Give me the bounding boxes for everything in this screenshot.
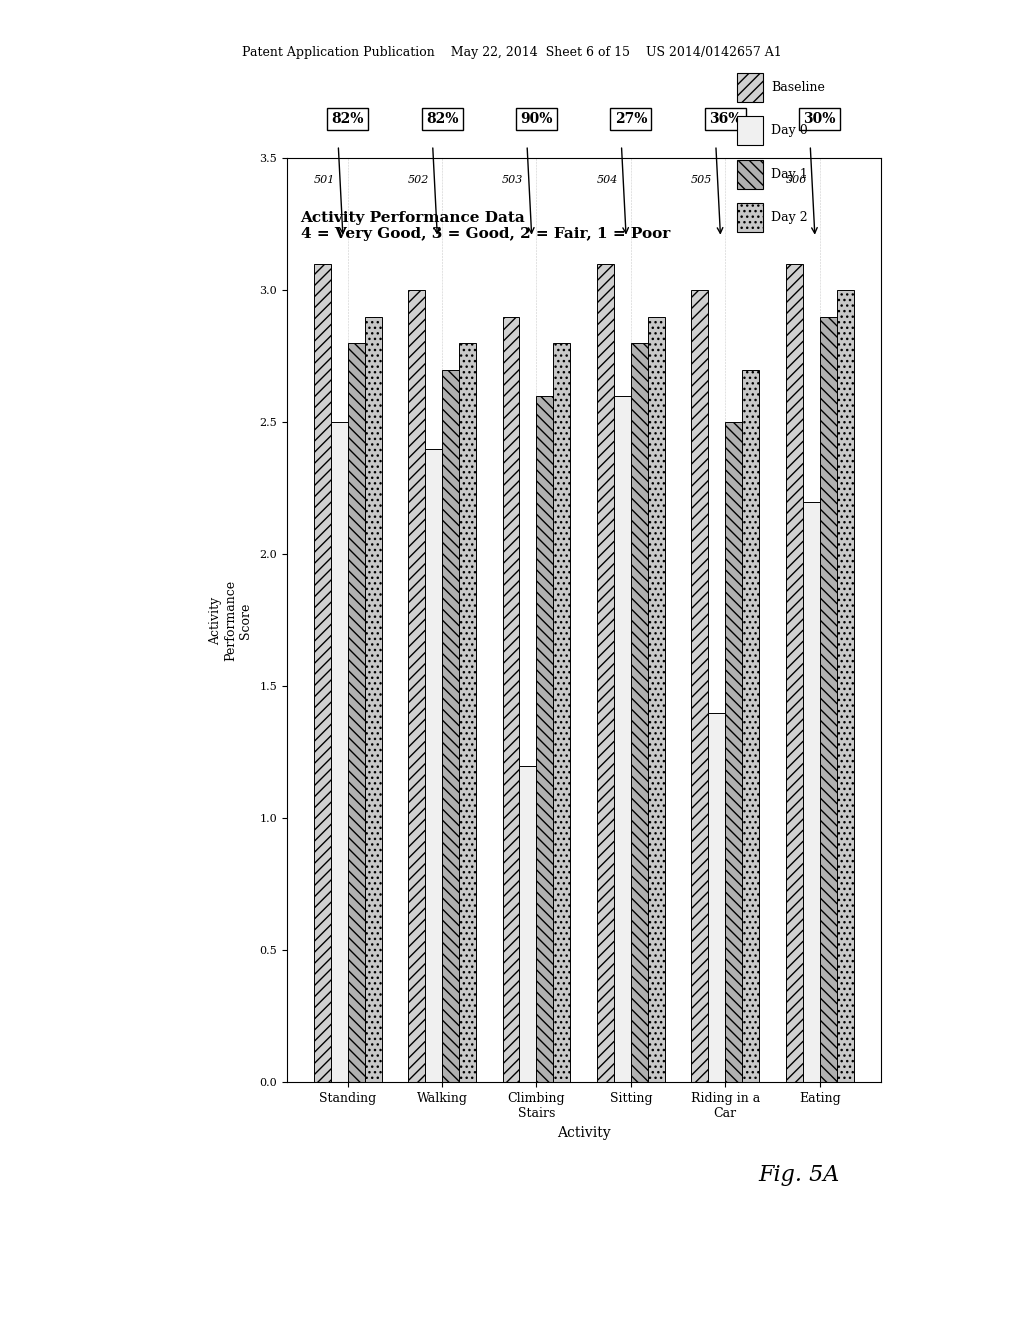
Bar: [459, 343, 476, 1082]
Text: 506: 506: [785, 174, 807, 185]
Bar: [409, 290, 425, 1082]
Bar: [725, 422, 742, 1082]
Bar: [742, 370, 759, 1082]
Text: Day 1: Day 1: [771, 168, 808, 181]
Bar: [442, 370, 459, 1082]
Text: Day 2: Day 2: [771, 211, 808, 224]
Bar: [537, 396, 554, 1082]
Text: 36%: 36%: [709, 112, 741, 125]
Bar: [613, 396, 631, 1082]
Bar: [631, 343, 648, 1082]
Text: 502: 502: [408, 174, 429, 185]
Bar: [519, 766, 537, 1082]
Text: 503: 503: [502, 174, 523, 185]
Text: Patent Application Publication    May 22, 2014  Sheet 6 of 15    US 2014/0142657: Patent Application Publication May 22, 2…: [242, 46, 782, 59]
Text: 90%: 90%: [520, 112, 553, 125]
Text: 504: 504: [597, 174, 617, 185]
Text: 30%: 30%: [804, 112, 836, 125]
X-axis label: Activity: Activity: [557, 1126, 610, 1139]
Bar: [331, 422, 348, 1082]
Bar: [597, 264, 613, 1082]
Bar: [837, 290, 854, 1082]
Bar: [785, 264, 803, 1082]
Text: 505: 505: [691, 174, 713, 185]
Bar: [803, 502, 819, 1082]
Bar: [648, 317, 665, 1082]
Text: Baseline: Baseline: [771, 81, 825, 94]
Text: 82%: 82%: [426, 112, 459, 125]
Bar: [365, 317, 382, 1082]
Y-axis label: Activity
Performance
Score: Activity Performance Score: [209, 579, 252, 661]
Bar: [425, 449, 442, 1082]
Bar: [503, 317, 519, 1082]
Text: 27%: 27%: [614, 112, 647, 125]
Bar: [691, 290, 709, 1082]
Bar: [313, 264, 331, 1082]
Bar: [819, 317, 837, 1082]
Bar: [348, 343, 365, 1082]
Text: 501: 501: [313, 174, 335, 185]
Bar: [709, 713, 725, 1082]
Text: Activity Performance Data
4 = Very Good, 3 = Good, 2 = Fair, 1 = Poor: Activity Performance Data 4 = Very Good,…: [300, 211, 670, 242]
Text: Fig. 5A: Fig. 5A: [758, 1164, 840, 1185]
Bar: [554, 343, 570, 1082]
Text: 82%: 82%: [332, 112, 364, 125]
Text: Day 0: Day 0: [771, 124, 808, 137]
